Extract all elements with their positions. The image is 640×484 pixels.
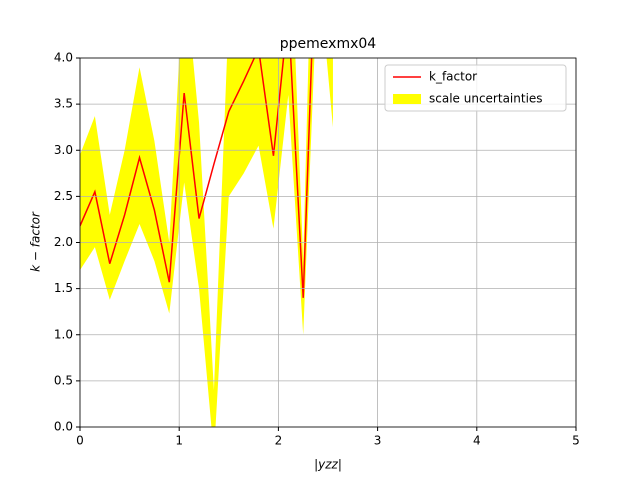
x-tick-label: 0	[76, 434, 84, 448]
uncertainty-band	[80, 58, 333, 427]
x-tick-label: 1	[175, 434, 183, 448]
chart-title: ppemexmx04	[280, 36, 377, 52]
x-axis-label: |yzz|	[314, 458, 342, 472]
series-line	[80, 58, 313, 298]
x-tick-label: 2	[275, 434, 283, 448]
y-tick-label: 1.5	[54, 281, 73, 295]
y-axis-label: k − factor	[29, 211, 43, 272]
y-tick-label: 1.0	[54, 327, 73, 341]
legend-label: k_factor	[429, 70, 477, 84]
x-tick-label: 3	[374, 434, 382, 448]
y-tick-label: 3.0	[54, 143, 73, 157]
y-tick-label: 2.5	[54, 189, 73, 203]
x-tick-label: 4	[473, 434, 481, 448]
plot-area	[80, 58, 333, 427]
y-tick-label: 0.5	[54, 373, 73, 387]
y-tick-label: 4.0	[54, 51, 73, 65]
y-tick-label: 2.0	[54, 235, 73, 249]
legend-swatch	[393, 94, 421, 104]
legend-label: scale uncertainties	[429, 92, 543, 106]
legend-box	[384, 64, 567, 112]
y-tick-label: 3.5	[54, 97, 73, 111]
y-tick-label: 0.0	[54, 420, 73, 434]
x-tick-label: 5	[572, 434, 580, 448]
